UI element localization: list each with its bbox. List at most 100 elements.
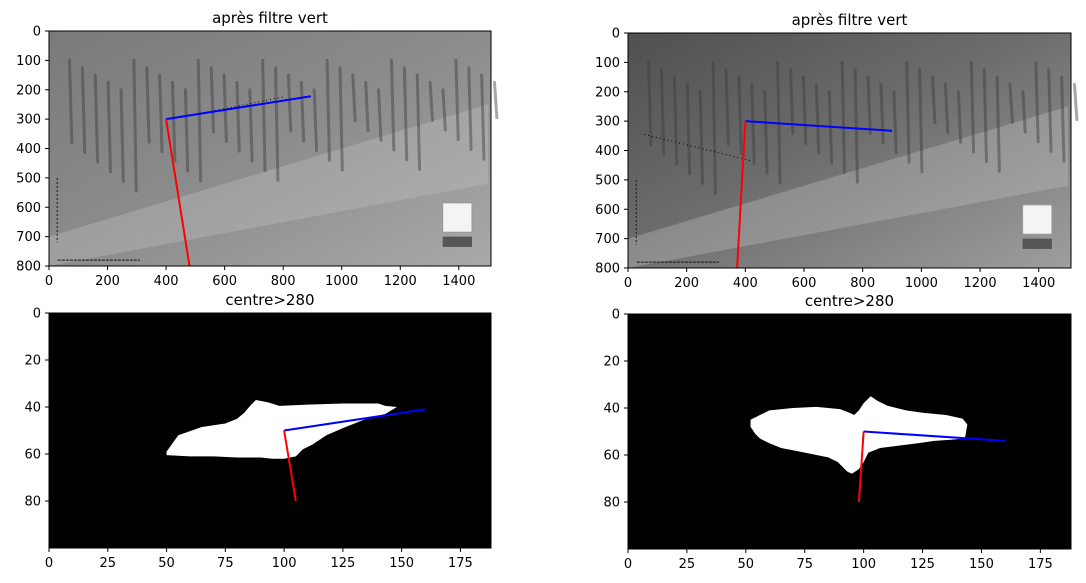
y-tick-label: 200: [595, 85, 620, 100]
y-tick-label: 100: [16, 54, 41, 69]
axes-frame: [627, 313, 1072, 550]
photo-streak: [351, 73, 357, 123]
y-tick-label: 0: [33, 25, 41, 40]
y-tick-label: 800: [595, 262, 620, 277]
y-tick-label: 80: [24, 495, 41, 510]
x-tick-label: 1400: [442, 274, 475, 289]
photo-streak: [1073, 82, 1079, 122]
subplot-bottom-right: centre>280 0 25 50 75 100 125 150 175 0 20 40 60 80: [603, 292, 1072, 572]
photo-streak: [698, 90, 705, 185]
photo-streak: [685, 82, 692, 176]
photo-streak: [789, 68, 795, 136]
y-tick-label: 800: [16, 260, 41, 275]
hand-logo: [442, 202, 473, 233]
y-tick-label: 0: [33, 307, 41, 322]
y-tick-label: 100: [595, 56, 620, 71]
photo-streak: [724, 68, 730, 146]
axes-frame: [48, 312, 492, 549]
photo-streak: [750, 82, 756, 165]
x-tick-label: 175: [448, 556, 473, 571]
photo-streak: [209, 66, 216, 134]
photo-light-band: [628, 106, 1069, 268]
photo-streak: [389, 58, 396, 152]
photo-streak: [274, 66, 280, 182]
blue-line: [165, 95, 312, 121]
y-tick-label: 500: [16, 171, 41, 186]
photo-streak: [801, 75, 808, 145]
mask-blob: [750, 396, 968, 474]
y-tick-label: 500: [595, 173, 620, 188]
photo-streak: [918, 68, 924, 174]
x-tick-label: 50: [738, 557, 755, 572]
subplot-title: après filtre vert: [792, 11, 908, 29]
logo-label: [1022, 238, 1052, 249]
red-line: [165, 118, 191, 267]
photo-streak: [480, 73, 486, 161]
x-tick-label: 150: [389, 556, 414, 571]
photo-streak: [171, 80, 177, 163]
photo-streak: [67, 58, 74, 145]
photo-streak: [454, 58, 460, 142]
photo-streak: [286, 73, 293, 133]
photo-streak: [93, 73, 100, 164]
x-tick-label: 200: [674, 276, 699, 291]
y-tick-label: 200: [16, 83, 41, 98]
y-tick-label: 60: [603, 449, 620, 464]
photo-streak: [145, 66, 151, 144]
photo-streak: [905, 60, 911, 164]
photo-streak: [1060, 75, 1066, 163]
y-tick-label: 300: [16, 113, 41, 128]
x-tick-label: 1000: [325, 274, 358, 289]
y-tick-label: 400: [595, 144, 620, 159]
subplot-title: après filtre vert: [212, 9, 328, 27]
photo-background: [49, 31, 491, 266]
photo-streak: [222, 73, 228, 143]
x-tick-label: 1200: [384, 274, 417, 289]
photo-streak: [158, 73, 164, 154]
photo-streak: [132, 58, 138, 193]
y-tick-label: 700: [16, 230, 41, 245]
photo-streak: [879, 82, 885, 145]
y-tick-label: 600: [595, 203, 620, 218]
photo-streak: [493, 80, 499, 120]
y-tick-label: 400: [16, 142, 41, 157]
photo-streak: [943, 82, 950, 135]
red-line: [857, 431, 865, 503]
subplot-title: centre>280: [805, 292, 894, 310]
hand-logo: [1022, 204, 1053, 235]
photo-background: [628, 33, 1071, 268]
photo-streak: [338, 66, 344, 172]
photo-streak: [119, 88, 125, 183]
subplot-top-left: après filtre vert 0 200 400 600 800 1000 1200 14…: [16, 9, 499, 289]
x-tick-label: 600: [212, 274, 237, 289]
y-tick-label: 20: [603, 355, 620, 370]
y-tick-label: 40: [24, 401, 41, 416]
x-tick-label: 400: [733, 276, 758, 291]
x-tick-label: 400: [154, 274, 179, 289]
x-tick-label: 75: [217, 556, 234, 571]
x-tick-label: 75: [796, 557, 813, 572]
x-tick-label: 800: [271, 274, 296, 289]
photo-streak: [647, 60, 653, 147]
photo-streak: [1008, 82, 1014, 124]
y-tick-label: 700: [595, 232, 620, 247]
mask-blob: [166, 399, 397, 459]
photo-streak: [261, 58, 267, 173]
x-tick-label: 150: [969, 557, 994, 572]
photo-streak: [956, 90, 963, 144]
photo-streak: [248, 88, 254, 163]
y-tick-label: 40: [603, 402, 620, 417]
y-tick-label: 600: [16, 201, 41, 216]
blue-line: [745, 120, 893, 132]
photo-streak: [196, 58, 203, 183]
photo-streak: [711, 60, 717, 195]
logo-label: [442, 236, 472, 247]
photo-streak: [312, 88, 319, 153]
photo-streak: [80, 66, 87, 154]
x-tick-label: 600: [792, 276, 817, 291]
red-line: [736, 121, 747, 269]
photo-streak: [235, 80, 241, 153]
photo-streak: [183, 88, 190, 173]
